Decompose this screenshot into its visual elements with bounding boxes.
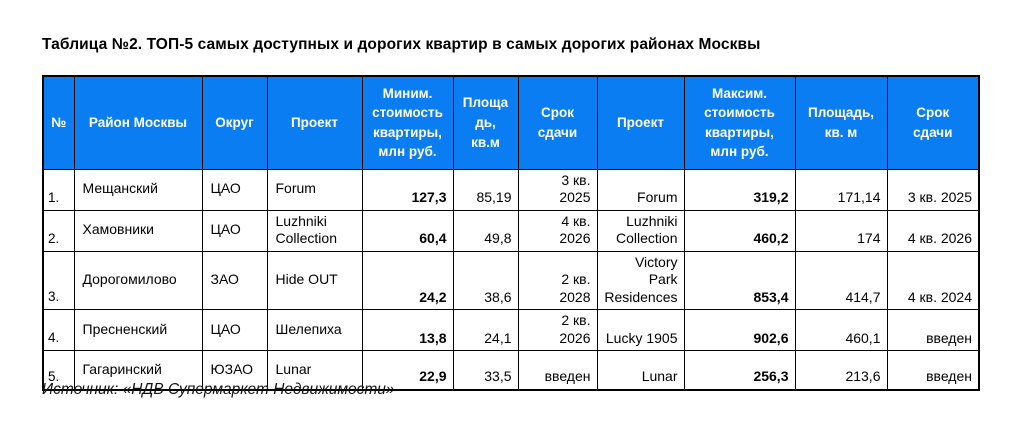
table-row: 4. Пресненский ЦАО Шелепиха 13,8 24,1 2 …	[42, 309, 980, 351]
cell-area-max: 460,1	[794, 309, 888, 351]
col-header-deadline-min: Срок сдачи	[517, 75, 598, 170]
cell-min-price: 127,3	[361, 168, 454, 211]
cell-project-min: Forum	[266, 168, 363, 211]
cell-district: Дорогомилово	[73, 250, 203, 310]
cell-max-price: 256,3	[683, 350, 796, 390]
col-header-deadline-max: Срок сдачи	[886, 75, 980, 170]
cell-project-min: Lunar	[266, 350, 363, 390]
cell-max-price: 319,2	[683, 168, 796, 211]
cell-project-max: Lunar	[596, 350, 685, 390]
col-header-project-min: Проект	[266, 75, 363, 170]
cell-okrug: ЗАО	[201, 250, 268, 310]
cell-deadline-max: 4 кв. 2024	[886, 250, 980, 310]
source-caption: Источник: «НДВ Супермаркет Недвижимости»	[42, 381, 395, 398]
cell-area-max: 174	[794, 209, 888, 252]
cell-district: Мещанский	[73, 168, 203, 211]
col-header-area-max: Площадь, кв. м	[794, 75, 888, 170]
cell-deadline-max: 4 кв. 2026	[886, 209, 980, 252]
cell-area-min: 85,19	[452, 168, 519, 211]
cell-deadline-min: 2 кв. 2028	[517, 250, 598, 310]
table-row: 1. Мещанский ЦАО Forum 127,3 85,19 3 кв.…	[42, 168, 980, 211]
cell-okrug: ЮЗАО	[201, 350, 268, 390]
cell-min-price: 24,2	[361, 250, 454, 310]
cell-project-max: Luzhniki Collection	[596, 209, 685, 252]
cell-project-min: Шелепиха	[266, 309, 363, 351]
cell-min-price: 60,4	[361, 209, 454, 252]
cell-index: 2.	[42, 209, 75, 252]
cell-area-max: 414,7	[794, 250, 888, 310]
col-header-area-min: Площа дь, кв.м	[452, 75, 519, 170]
col-header-project-max: Проект	[596, 75, 685, 170]
cell-deadline-max: 3 кв. 2025	[886, 168, 980, 211]
cell-project-min: Luzhniki Collection	[266, 209, 363, 252]
cell-district: Пресненский	[73, 309, 203, 351]
cell-max-price: 902,6	[683, 309, 796, 351]
cell-deadline-min: 3 кв. 2025	[517, 168, 598, 211]
header-row: № Район Москвы Округ Проект Миним. стоим…	[42, 75, 980, 170]
cell-area-max: 213,6	[794, 350, 888, 390]
col-header-okrug: Округ	[201, 75, 268, 170]
cell-index: 3.	[42, 250, 75, 310]
cell-index: 4.	[42, 309, 75, 351]
cell-district: Хамовники	[73, 209, 203, 252]
cell-okrug: ЦАО	[201, 209, 268, 252]
cell-area-min: 33,5	[452, 350, 519, 390]
cell-max-price: 853,4	[683, 250, 796, 310]
cell-project-max: Victory Park Residences	[596, 250, 685, 310]
col-header-district: Район Москвы	[73, 75, 203, 170]
cell-index: 1.	[42, 168, 75, 211]
cell-area-min: 24,1	[452, 309, 519, 351]
cell-okrug: ЦАО	[201, 168, 268, 211]
cell-max-price: 460,2	[683, 209, 796, 252]
col-header-index: №	[42, 75, 75, 170]
cell-area-min: 38,6	[452, 250, 519, 310]
cell-project-max: Lucky 1905	[596, 309, 685, 351]
table-title: Таблица №2. ТОП-5 самых доступных и доро…	[42, 36, 761, 53]
cell-deadline-max: введен	[886, 350, 980, 390]
col-header-max-price: Максим. стоимость квартиры, млн руб.	[683, 75, 796, 170]
cell-okrug: ЦАО	[201, 309, 268, 351]
cell-area-max: 171,14	[794, 168, 888, 211]
table-row: 5. Гагаринский ЮЗАО Lunar 22,9 33,5 введ…	[42, 350, 980, 390]
cell-deadline-min: введен	[517, 350, 598, 390]
cell-index: 5.	[42, 350, 75, 390]
cell-min-price: 22,9	[361, 350, 454, 390]
data-table: № Район Москвы Округ Проект Миним. стоим…	[42, 75, 980, 391]
cell-project-max: Forum	[596, 168, 685, 211]
col-header-min-price: Миним. стоимость квартиры, млн руб.	[361, 75, 454, 170]
cell-project-min: Hide OUT	[266, 250, 363, 310]
cell-deadline-min: 4 кв. 2026	[517, 209, 598, 252]
table-row: 2. Хамовники ЦАО Luzhniki Collection 60,…	[42, 209, 980, 252]
cell-min-price: 13,8	[361, 309, 454, 351]
cell-deadline-max: введен	[886, 309, 980, 351]
cell-area-min: 49,8	[452, 209, 519, 252]
cell-deadline-min: 2 кв. 2026	[517, 309, 598, 351]
table-row: 3. Дорогомилово ЗАО Hide OUT 24,2 38,6 2…	[42, 250, 980, 310]
